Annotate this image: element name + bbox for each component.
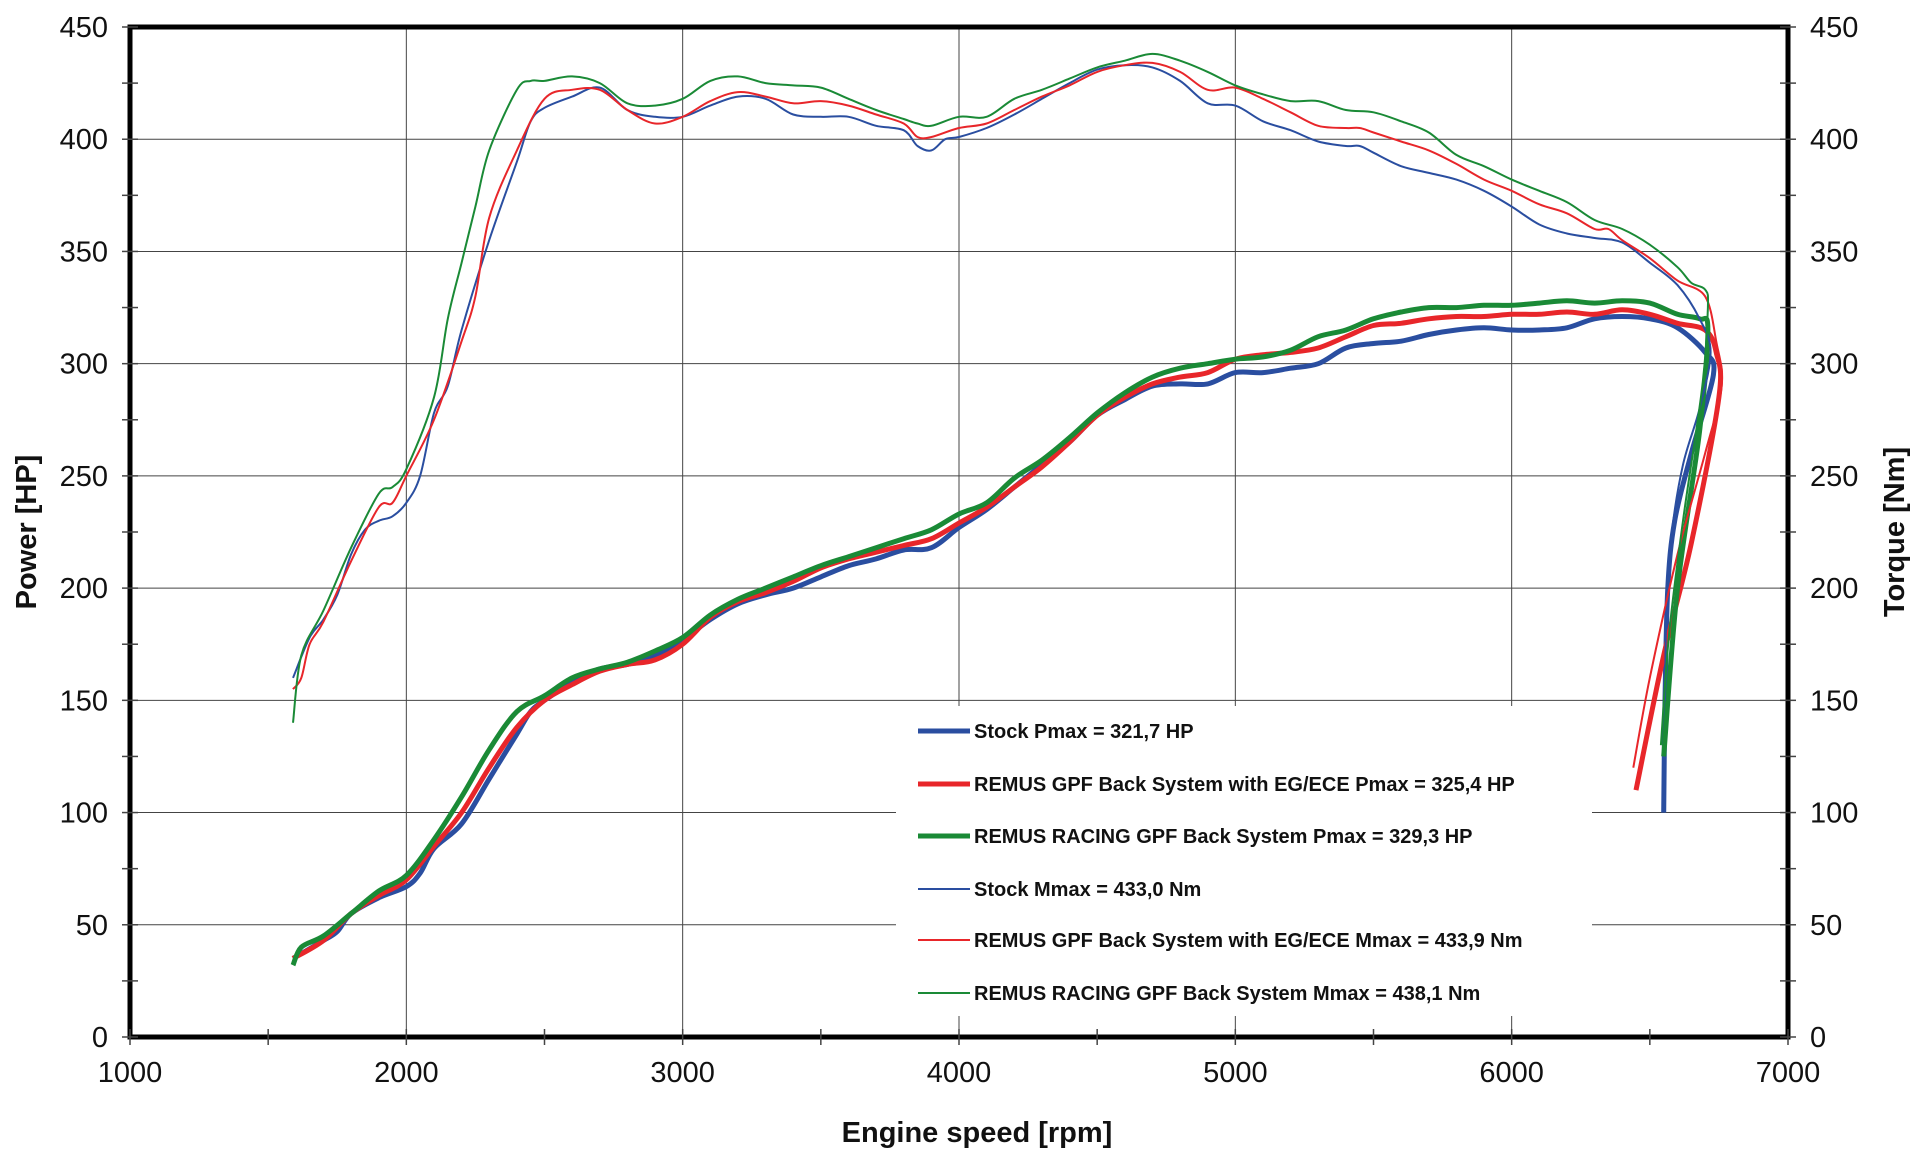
y-tick-label: 100	[60, 798, 108, 830]
y-axis-title: Power [HP]	[11, 455, 43, 610]
y2-axis-title: Torque [Nm]	[1879, 447, 1911, 617]
y2-tick-label: 200	[1810, 573, 1858, 605]
legend-label: REMUS RACING GPF Back System Pmax = 329,…	[974, 826, 1473, 848]
x-tick-label: 7000	[1756, 1057, 1821, 1089]
series-line-torque	[292, 61, 1724, 768]
y-tick-label: 200	[60, 573, 108, 605]
y-tick-label: 0	[92, 1022, 108, 1054]
legend-label: REMUS RACING GPF Back System Mmax = 438,…	[974, 983, 1480, 1005]
legend-label: Stock Mmax = 433,0 Nm	[974, 879, 1201, 901]
x-axis-title: Engine speed [rpm]	[842, 1117, 1113, 1149]
x-tick-label: 5000	[1203, 1057, 1268, 1089]
legend-label: REMUS GPF Back System with EG/ECE Mmax =…	[974, 930, 1523, 952]
series-line-torque	[292, 64, 1712, 701]
y2-tick-label: 100	[1810, 798, 1858, 830]
y2-tick-label: 0	[1810, 1022, 1826, 1054]
y-tick-label: 250	[60, 461, 108, 493]
y2-tick-label: 50	[1810, 910, 1842, 942]
legend: Stock Pmax = 321,7 HP REMUS GPF Back Syst…	[896, 706, 1592, 1016]
y2-tick-label: 350	[1810, 236, 1858, 268]
y2-tick-label: 300	[1810, 349, 1858, 381]
series-lines	[290, 52, 1724, 967]
legend-background	[896, 706, 1592, 1016]
y2-tick-label: 450	[1810, 12, 1858, 44]
y2-tick-label: 400	[1810, 124, 1858, 156]
y-tick-label: 300	[60, 349, 108, 381]
y-tick-label: 50	[76, 910, 108, 942]
legend-label: Stock Pmax = 321,7 HP	[974, 721, 1194, 743]
y-tick-label: 450	[60, 12, 108, 44]
y-tick-label: 350	[60, 236, 108, 268]
series-line-torque	[292, 52, 1710, 746]
y2-tick-label: 250	[1810, 461, 1858, 493]
x-tick-label: 6000	[1479, 1057, 1544, 1089]
y-tick-label: 400	[60, 124, 108, 156]
x-tick-label: 3000	[650, 1057, 715, 1089]
legend-label: REMUS GPF Back System with EG/ECE Pmax =…	[974, 774, 1515, 796]
x-tick-label: 2000	[374, 1057, 439, 1089]
y2-tick-label: 150	[1810, 685, 1858, 717]
y-tick-label: 150	[60, 685, 108, 717]
series-line-power	[290, 298, 1711, 967]
x-tick-label: 4000	[927, 1057, 992, 1089]
x-tick-label: 1000	[98, 1057, 163, 1089]
